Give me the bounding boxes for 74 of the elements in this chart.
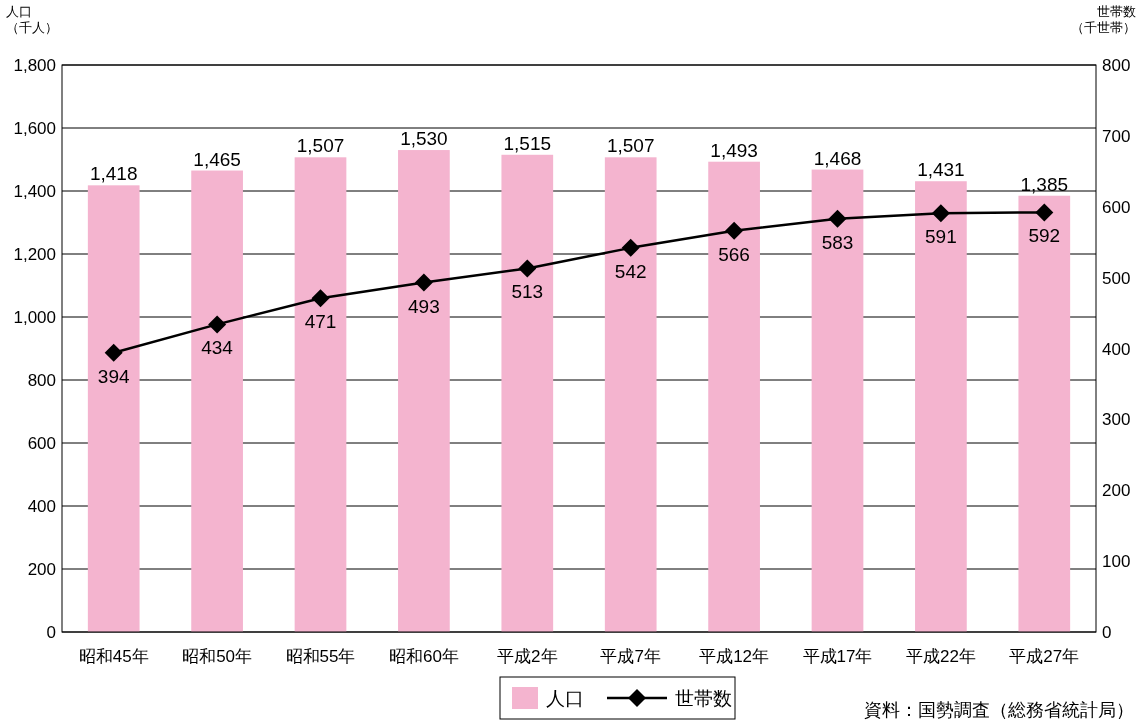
data-label: 1,507 [606,135,655,157]
bar [294,157,347,632]
y2-tick-label: 300 [1102,410,1131,430]
data-label: 471 [304,311,337,333]
y-tick-label: 400 [27,497,56,516]
x-tick-label: 平成2年 [497,647,558,666]
data-label: 583 [821,231,854,253]
y-tick-label: 800 [27,371,56,390]
data-label: 394 [97,365,130,387]
x-tick-label: 平成7年 [600,647,661,666]
data-label: 566 [718,243,750,265]
y2-tick-label: 600 [1102,197,1131,217]
data-label: 1,418 [89,163,138,185]
y2-tick-label: 0 [1102,623,1112,642]
bar [191,170,243,632]
y-tick-label: 600 [27,434,56,453]
y2-tick-label: 100 [1102,552,1131,572]
y-tick-label: 1,000 [13,308,56,327]
data-label: 1,530 [400,128,448,150]
data-label: 1,493 [710,139,758,161]
x-tick-label: 昭和55年 [285,647,356,666]
y-tick-label: 1,200 [13,245,56,264]
bar [708,161,760,632]
data-label: 1,468 [813,147,862,169]
legend-label: 人口 [546,688,584,709]
bar [915,181,967,632]
x-tick-label: 昭和50年 [182,647,253,666]
point [311,289,330,308]
y-tick-label: 1,800 [13,56,56,75]
x-tick-label: 昭和45年 [78,647,149,666]
data-label: 592 [1028,225,1061,247]
point [621,238,640,257]
y-tick-label: 200 [27,560,56,579]
data-label: 1,385 [1020,173,1069,195]
y2-tick-label: 200 [1102,481,1131,501]
legend-label: 世帯数 [675,688,732,709]
bar [501,154,554,632]
data-label: 1,431 [917,159,965,181]
bar [87,185,140,632]
point [931,204,950,223]
data-label: 542 [614,260,647,282]
data-label: 493 [408,295,440,317]
y2-tick-label: 700 [1102,126,1131,146]
bar [1018,195,1071,632]
data-label: 1,515 [503,132,552,154]
y-axis-title: 人口（千人） [6,4,58,35]
bar [811,169,864,632]
point [208,315,227,334]
data-label: 1,465 [193,148,241,170]
text: 資料：国勢調査（総務省統計局） [864,700,1134,720]
data-label: 513 [511,281,544,303]
y-tick-label: 1,600 [13,119,56,138]
x-tick-label: 平成12年 [699,647,770,666]
point [828,209,847,228]
point [1035,203,1054,222]
x-tick-label: 昭和60年 [388,647,459,666]
point [104,343,123,362]
y-tick-label: 0 [46,623,56,642]
y-tick-label: 1,400 [13,182,56,201]
data-label: 1,507 [296,135,345,157]
data-label: 591 [925,226,957,248]
x-tick-label: 平成17年 [802,647,873,666]
bar [398,150,450,632]
y2-axis-title: 世帯数（千世帯） [1071,4,1136,35]
data-label: 434 [201,337,234,359]
point [414,273,433,292]
bar [604,157,657,632]
point [725,221,744,240]
y2-tick-label: 400 [1102,339,1131,359]
x-tick-label: 平成22年 [905,647,976,666]
point [518,259,537,278]
x-tick-label: 平成27年 [1009,647,1080,666]
y2-tick-label: 800 [1102,56,1131,75]
y2-tick-label: 500 [1102,268,1131,288]
